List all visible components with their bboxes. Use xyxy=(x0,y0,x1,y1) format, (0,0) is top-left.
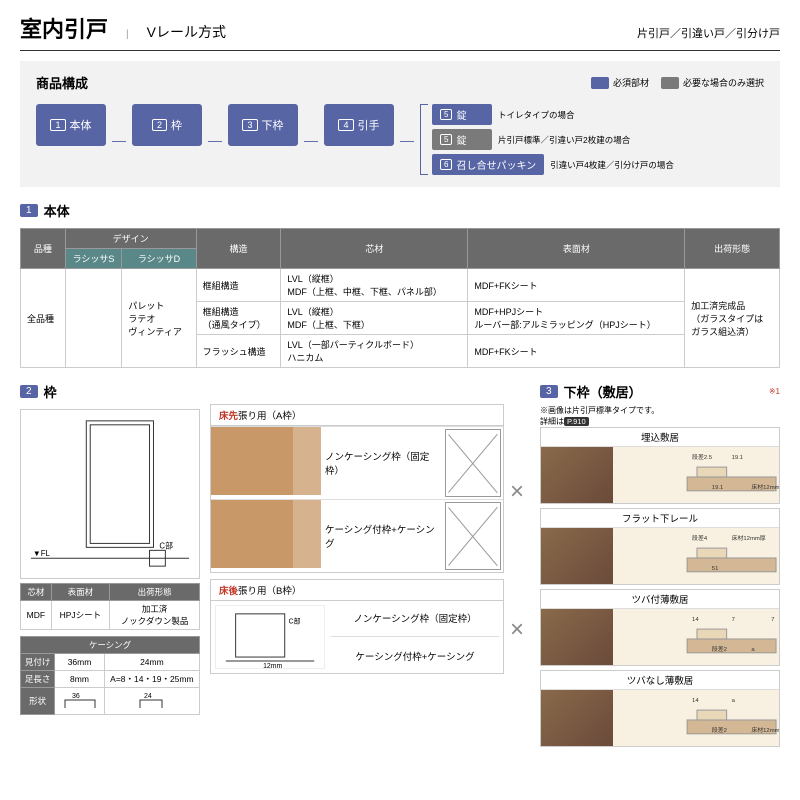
svg-text:床材12mm厚: 床材12mm厚 xyxy=(751,726,779,734)
svg-text:段差2: 段差2 xyxy=(712,645,727,653)
flow-step-4: 4引手 xyxy=(324,104,394,146)
composition-title: 商品構成 xyxy=(36,73,88,92)
flow-step-1: 1本体 xyxy=(36,104,106,146)
svg-text:12mm: 12mm xyxy=(263,663,282,669)
sill-photo xyxy=(541,447,613,503)
svg-text:段差2.5: 段差2.5 xyxy=(692,453,713,461)
flow-diagram: 1本体 — 2枠 — 3下枠 — 4引手 — 5錠トイレタイプの場合 5錠片引戸… xyxy=(36,104,764,175)
svg-text:段差4: 段差4 xyxy=(692,534,708,542)
section-title: 本体 xyxy=(44,201,70,220)
sill-title: ツバなし薄敷居 xyxy=(541,671,779,690)
svg-text:51: 51 xyxy=(712,566,719,572)
svg-text:19.1: 19.1 xyxy=(712,485,724,491)
sill-block: 埋込敷居 段差2.5 19.1 19.1 床材12mm厚 xyxy=(540,427,780,504)
branch-box: 5錠 xyxy=(432,129,492,150)
svg-text:床材12mm厚: 床材12mm厚 xyxy=(751,483,779,491)
section-number: 1 xyxy=(20,204,38,217)
section-title: 下枠（敷居） xyxy=(564,382,642,401)
sill-block: ツバ付薄敷居 14段差27a7床材12mm厚 xyxy=(540,589,780,666)
svg-text:14: 14 xyxy=(692,617,699,623)
svg-text:▼FL: ▼FL xyxy=(33,549,51,558)
casing-table: ケーシング 見付け36mm24mm 足長さ8mmA=8・14・19・25mm 形… xyxy=(20,636,200,715)
sill-note: ※画像は片引戸標準タイプです。 詳細はP.910 xyxy=(540,405,780,427)
sill-block: ツバなし薄敷居 14 段差2 a 床材12mm厚 xyxy=(540,670,780,747)
svg-text:7: 7 xyxy=(771,617,774,623)
spec-table: 品種 デザイン 構造 芯材 表面材 出荷形態 ラシッサS ラシッサD 全品種 パ… xyxy=(20,228,780,368)
frame-photo xyxy=(211,500,321,568)
svg-text:24: 24 xyxy=(144,693,152,700)
footnote-ref: ※1 xyxy=(769,387,780,396)
frame-elevation-diagram: ▼FL C部 xyxy=(20,409,200,579)
section-number: 2 xyxy=(20,385,38,398)
svg-text:14: 14 xyxy=(692,698,699,704)
frame-photo xyxy=(211,427,321,495)
svg-text:19.1: 19.1 xyxy=(732,455,744,461)
flow-branches: 5錠トイレタイプの場合 5錠片引戸標準／引違い戸2枚建の場合 6召し合せパッキン… xyxy=(432,104,674,175)
arrow-icon: — xyxy=(398,132,416,148)
cross-section-icon xyxy=(445,502,501,570)
page-subtitle: Vレール方式 xyxy=(147,22,226,42)
sill-cross-section: 段差2.5 19.1 19.1 床材12mm厚 xyxy=(613,447,779,503)
legend: 必須部材 必要な場合のみ選択 xyxy=(591,76,764,89)
branch-box: 5錠 xyxy=(432,104,492,125)
sill-title: 埋込敷居 xyxy=(541,428,779,447)
multiply-icon: × xyxy=(504,476,530,508)
svg-text:C部: C部 xyxy=(159,540,173,550)
section-body: 1 本体 品種 デザイン 構造 芯材 表面材 出荷形態 ラシッサS ラシッサD … xyxy=(20,201,780,368)
branch-box: 6召し合せパッキン xyxy=(432,154,544,175)
sill-title: フラット下レール xyxy=(541,509,779,528)
page-header: 室内引戸 | Vレール方式 片引戸／引違い戸／引分け戸 xyxy=(20,12,780,51)
frame-b-block: 床後張り用（B枠） C部12mm ノンケーシング枠（固定枠） ケーシング付枠+ケ… xyxy=(210,579,504,674)
page-title: 室内引戸 xyxy=(20,12,108,44)
frame-a-block: 床先張り用（A枠） ノンケーシング枠（固定枠） ケーシング付枠+ケーシング xyxy=(210,404,504,573)
svg-text:a: a xyxy=(732,698,736,704)
sill-photo xyxy=(541,609,613,665)
sill-photo xyxy=(541,690,613,746)
legend-required: 必須部材 xyxy=(613,76,649,89)
swatch-required xyxy=(591,77,609,89)
sill-cross-section: 段差4 51 床材12mm厚 xyxy=(613,528,779,584)
multiply-icon: × xyxy=(504,614,530,646)
bracket xyxy=(420,104,428,175)
svg-text:床材12mm厚: 床材12mm厚 xyxy=(732,534,766,542)
svg-text:7: 7 xyxy=(732,617,735,623)
arrow-icon: — xyxy=(110,132,128,148)
sill-block: フラット下レール 段差4 51 床材12mm厚 xyxy=(540,508,780,585)
legend-optional: 必要な場合のみ選択 xyxy=(683,76,764,89)
svg-text:36: 36 xyxy=(72,693,80,700)
sill-cross-section: 14 段差2 a 床材12mm厚 xyxy=(613,690,779,746)
arrow-icon: — xyxy=(302,132,320,148)
sill-title: ツバ付薄敷居 xyxy=(541,590,779,609)
flow-step-2: 2枠 xyxy=(132,104,202,146)
svg-text:C部: C部 xyxy=(289,617,301,626)
cross-section-icon xyxy=(445,429,501,497)
arrow-icon: — xyxy=(206,132,224,148)
section-number: 3 xyxy=(540,385,558,398)
frame-b-diagram: C部 12mm xyxy=(215,605,325,669)
svg-text:段差2: 段差2 xyxy=(712,726,727,734)
door-types: 片引戸／引違い戸／引分け戸 xyxy=(637,25,780,41)
flow-step-3: 3下枠 xyxy=(228,104,298,146)
divider: | xyxy=(126,29,129,40)
swatch-optional xyxy=(661,77,679,89)
section-title: 枠 xyxy=(44,382,57,401)
page-reference: P.910 xyxy=(564,417,589,426)
composition-block: 商品構成 必須部材 必要な場合のみ選択 1本体 — 2枠 — 3下枠 — 4引手… xyxy=(20,61,780,187)
sill-photo xyxy=(541,528,613,584)
material-table: 芯材表面材出荷形態 MDFHPJシート加工済 ノックダウン製品 xyxy=(20,583,200,630)
sill-cross-section: 14段差27a7床材12mm厚 xyxy=(613,609,779,665)
